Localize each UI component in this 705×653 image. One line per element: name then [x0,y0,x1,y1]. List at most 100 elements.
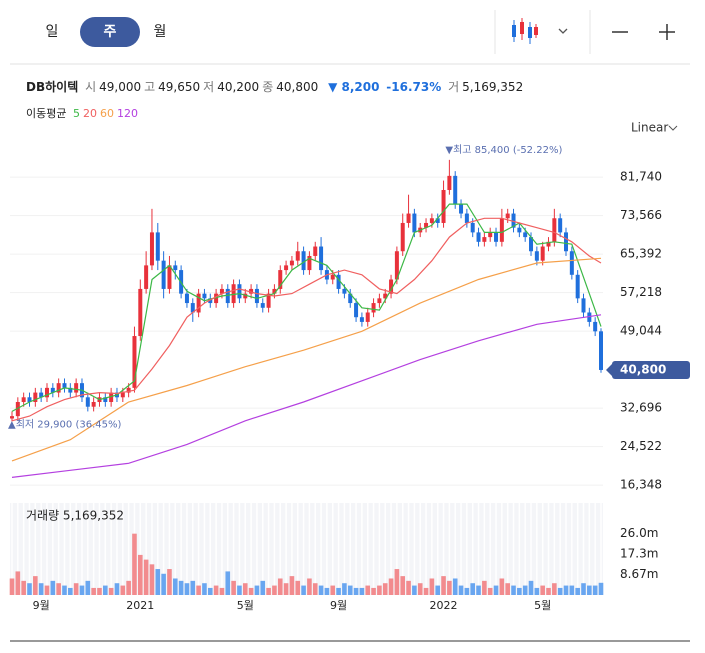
volume-bar [557,587,563,595]
candle-body [196,293,201,313]
volume-bar [85,580,91,595]
volume-bar [178,580,184,595]
candle-body [540,246,545,261]
volume-bar [254,585,260,595]
volume-bar [184,583,190,595]
candle-body [575,274,580,299]
volume-bar [458,585,464,595]
dropdown-chevron[interactable] [558,28,568,34]
ma-legend-item: 120 [116,107,138,120]
candle-body [10,416,14,419]
volume-bar [68,587,73,595]
candle-body [511,213,516,228]
volume-bar [9,578,15,595]
volume-bar [237,585,242,595]
ma-legend: 이동평균 5 20 60 120 [26,105,141,121]
candle-body [219,288,224,294]
tab[interactable]: 일 [46,24,59,40]
volume-bar [242,583,248,595]
volume-bar [365,585,371,595]
volume-bar [324,587,330,595]
ma-line [11,203,602,412]
candle-body [231,284,236,304]
candle-body [342,288,347,294]
volume-bar [540,585,545,595]
candle-body [167,265,172,289]
ohlc-label: 저 [203,80,215,94]
volume-bar [476,585,481,595]
candle-body [126,387,131,393]
volume-bar [336,587,341,595]
volume-bar [394,569,400,595]
tab[interactable]: 주 [104,24,117,40]
volume-bar [155,569,161,595]
candle-body [132,336,137,388]
volume-bar [295,580,301,595]
candle-body [85,397,90,407]
volume-bar [149,564,155,595]
candle-body [552,218,557,242]
volume-bar [120,585,126,595]
volume-bar [62,585,67,595]
zoom-in[interactable] [659,24,675,40]
tab-active-pill[interactable] [80,17,140,47]
candle-body [214,293,219,304]
candle-body [313,246,318,256]
volume-bar [511,585,516,595]
volume-bar [598,582,604,595]
candle-body [120,392,125,398]
volume-bar [388,578,394,595]
candle-body [27,397,32,403]
y-tick-label: 24,522 [620,439,662,453]
tab[interactable]: 월 [154,24,167,40]
scale-toggle[interactable]: Linear [631,121,668,135]
candle-body [109,392,114,403]
volume-bar [50,580,56,595]
volume-bar [517,587,522,595]
candle-body [470,222,475,233]
volume-bar [534,587,540,595]
candle-body [149,232,154,266]
volume-bar [38,583,44,595]
candle-body [319,246,324,271]
annotation: ▼최고 85,400 (-52.22%) [445,144,562,156]
volume-bar [441,576,446,595]
ohlc-label: 시 [85,80,97,94]
candle-body [488,232,493,238]
volume-bar [172,578,178,595]
volume-bar [260,580,266,595]
volume-bar [592,585,598,595]
candle-body [494,232,499,242]
volume-label: 거 [448,80,460,94]
candle-body [173,265,178,271]
x-tick-label: 5월 [237,599,254,612]
ohlc-value: 40,800 [276,80,319,94]
candle-body [225,288,230,304]
change-pct: -16.73% [386,80,442,94]
candle-body [464,213,469,223]
scale-chevron[interactable] [668,125,678,131]
volume-bar [552,583,557,595]
candle-body [15,402,20,417]
volume-bar [464,587,470,595]
volume-bar [301,585,306,595]
candle-body [44,387,49,398]
candle-body [569,251,574,275]
volume-bar [132,533,137,595]
candle-body [517,227,522,233]
candle-body [155,232,160,261]
candle-body [295,251,300,261]
candle-body [365,312,370,322]
candle-body [144,265,149,289]
volume-bar [277,578,283,595]
ma-line [11,217,602,422]
volume-bar [347,585,353,595]
chart-type-icon[interactable] [512,18,538,44]
candle-body [278,270,283,289]
candle-body [301,251,306,271]
candle-body [184,293,189,304]
candle-body [56,383,61,393]
candle-body [558,218,563,233]
candle-body [336,274,341,289]
volume-bar [487,587,493,595]
